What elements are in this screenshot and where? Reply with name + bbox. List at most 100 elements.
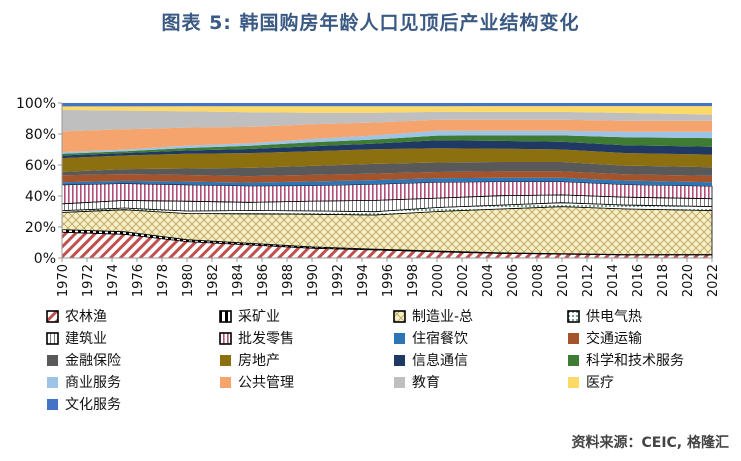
x-tick-label: 2008 [531, 264, 546, 297]
legend-label: 住宿餐饮 [412, 331, 468, 347]
legend-item: 金融保险 [46, 350, 121, 370]
legend-swatch [393, 309, 406, 323]
legend-label: 采矿业 [238, 309, 280, 325]
x-tick-label: 2000 [431, 264, 446, 297]
legend-swatch [47, 398, 58, 410]
legend-swatch [567, 309, 580, 323]
legend-label: 文化服务 [65, 397, 121, 413]
x-tick-label: 2004 [481, 264, 496, 297]
legend-swatch [47, 354, 58, 366]
legend-label: 建筑业 [65, 331, 107, 347]
x-tick-label: 1986 [256, 264, 271, 297]
x-tick-label: 1980 [181, 264, 196, 297]
legend-item: 供电气热 [567, 306, 642, 326]
legend-swatch [394, 332, 405, 344]
legend-label: 公共管理 [238, 375, 294, 391]
area-17 [62, 103, 712, 107]
legend-label: 信息通信 [412, 353, 468, 369]
legend-item: 科学和技术服务 [567, 350, 684, 370]
legend-item: 医疗 [567, 372, 614, 392]
legend-item: 住宿餐饮 [393, 328, 468, 348]
legend-label: 教育 [412, 375, 440, 391]
area-16 [62, 106, 712, 115]
y-tick-label: 20% [25, 220, 56, 236]
x-tick-label: 1978 [156, 264, 171, 297]
legend-item: 信息通信 [393, 350, 468, 370]
x-tick-label: 1972 [81, 264, 96, 297]
y-tick-label: 40% [25, 189, 56, 205]
legend-label: 制造业-总 [412, 309, 474, 325]
legend-label: 房地产 [238, 353, 280, 369]
legend-label: 农林渔 [65, 309, 107, 325]
legend-swatch [220, 354, 231, 366]
x-tick-label: 1974 [106, 264, 121, 297]
legend-swatch [46, 309, 59, 323]
legend-item: 批发零售 [219, 328, 294, 348]
legend-item: 制造业-总 [393, 306, 473, 326]
x-tick-label: 2010 [556, 264, 571, 297]
area-8 [62, 171, 712, 183]
x-tick-label: 2012 [581, 264, 596, 297]
legend-item: 商业服务 [46, 372, 121, 392]
x-tick-label: 2016 [631, 264, 646, 297]
legend-swatch [394, 354, 405, 366]
legend-swatch [568, 354, 579, 366]
x-tick-label: 1976 [131, 264, 146, 297]
x-tick-label: 2022 [706, 264, 721, 297]
y-tick-label: 60% [25, 158, 56, 174]
legend-swatch [568, 332, 579, 344]
legend-label: 商业服务 [65, 375, 121, 391]
area-12 [62, 135, 712, 156]
legend-item: 文化服务 [46, 394, 121, 414]
y-tick-label: 80% [25, 127, 56, 143]
x-tick-label: 1996 [381, 264, 396, 297]
legend-label: 科学和技术服务 [586, 353, 684, 369]
area-15 [62, 109, 712, 132]
legend-swatch [220, 376, 231, 388]
legend-item: 公共管理 [219, 372, 294, 392]
source-note: 资料来源：CEIC, 格隆汇 [571, 435, 729, 451]
legend-label: 批发零售 [238, 331, 294, 347]
x-tick-label: 2018 [656, 264, 671, 297]
x-tick-label: 1992 [331, 264, 346, 297]
legend-swatch [394, 376, 405, 388]
legend-label: 金融保险 [65, 353, 121, 369]
x-tick-label: 1988 [281, 264, 296, 297]
x-tick-label: 1982 [206, 264, 221, 297]
legend-label: 交通运输 [586, 331, 642, 347]
area-13 [62, 130, 712, 154]
x-tick-label: 2020 [681, 264, 696, 297]
area-14 [62, 119, 712, 153]
legend-swatch [46, 331, 59, 345]
legend-item: 建筑业 [46, 328, 107, 348]
x-tick-label: 2006 [506, 264, 521, 297]
x-tick-label: 1998 [406, 264, 421, 297]
area-10 [62, 148, 712, 172]
legend-swatch [47, 376, 58, 388]
x-tick-label: 1984 [231, 264, 246, 297]
area-layers [61, 103, 713, 259]
area-7 [62, 177, 712, 187]
legend-item: 采矿业 [219, 306, 280, 326]
page-title: 图表 5: 韩国购房年龄人口见顶后产业结构变化 [161, 12, 580, 34]
x-tick-label: 2014 [606, 264, 621, 297]
legend-item: 房地产 [219, 350, 280, 370]
y-tick-label: 100% [16, 96, 56, 112]
legend-item: 农林渔 [46, 306, 107, 326]
x-tick-label: 1970 [56, 264, 71, 297]
legend-item: 交通运输 [567, 328, 642, 348]
legend-swatch [219, 331, 232, 345]
legend-item: 教育 [393, 372, 440, 392]
x-tick-label: 1990 [306, 264, 321, 297]
x-tick-label: 1994 [356, 264, 371, 297]
legend-label: 供电气热 [586, 309, 642, 325]
legend-label: 医疗 [586, 375, 614, 391]
legend-swatch [219, 309, 232, 323]
axes: 0% 20% 40% 60% 80% 100% 1970 1972 1974 1976 1978 19… [16, 96, 721, 297]
legend-swatch [568, 376, 579, 388]
y-tick-label: 0% [34, 251, 56, 267]
area-9 [62, 162, 712, 177]
area-11 [62, 140, 712, 159]
x-tick-label: 2002 [456, 264, 471, 297]
